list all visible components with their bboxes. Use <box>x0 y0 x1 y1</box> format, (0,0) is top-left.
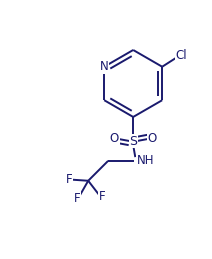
Text: NH: NH <box>137 154 155 167</box>
Text: Cl: Cl <box>176 48 187 62</box>
Text: O: O <box>147 132 157 145</box>
Text: F: F <box>74 192 80 205</box>
Text: O: O <box>110 132 119 145</box>
Text: S: S <box>129 134 137 148</box>
Text: F: F <box>99 190 105 203</box>
Text: N: N <box>100 60 109 73</box>
Text: F: F <box>66 173 72 186</box>
